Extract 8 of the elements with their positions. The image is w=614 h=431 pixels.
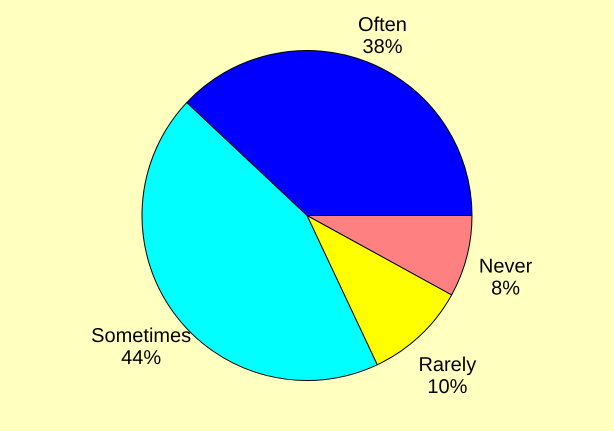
slice-label: Rarely [418, 354, 476, 376]
slice-label: Often [358, 14, 407, 36]
data-label: 44% [121, 346, 162, 369]
data-label: 10% [427, 376, 468, 398]
data-label: 38% [362, 36, 403, 58]
slice-label: Sometimes [91, 324, 192, 347]
slice-label: Never [478, 255, 533, 278]
data-label: 8% [491, 277, 520, 300]
